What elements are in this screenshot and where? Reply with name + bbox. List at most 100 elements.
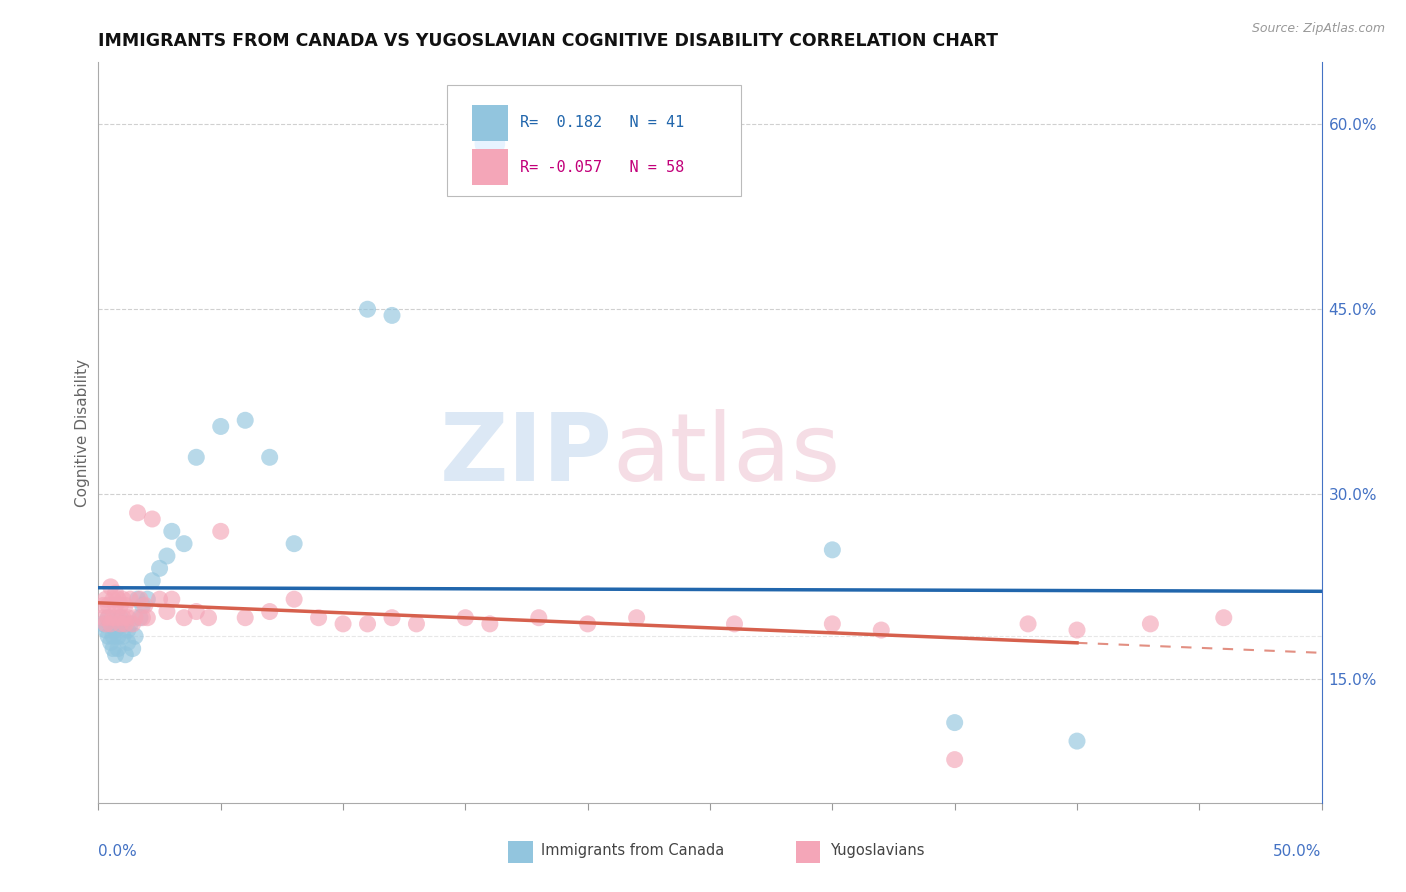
Point [173, 536, 195, 550]
Point [131, 599, 153, 613]
Point [101, 629, 124, 643]
Point [100, 616, 122, 631]
Point [283, 592, 305, 607]
Point [127, 506, 149, 520]
Point [124, 610, 146, 624]
Bar [796, 840, 820, 863]
Point [259, 450, 281, 465]
Point [91, 610, 114, 624]
Point [97, 629, 120, 643]
Point [114, 599, 136, 613]
Point [104, 599, 127, 613]
Text: 50.0%: 50.0% [1274, 844, 1322, 858]
Point [186, 605, 208, 619]
Ellipse shape [475, 128, 505, 158]
Point [117, 635, 139, 649]
Point [626, 610, 648, 624]
Point [121, 616, 143, 631]
FancyBboxPatch shape [447, 85, 741, 195]
Point [97, 599, 120, 613]
Point [104, 586, 127, 600]
Point [129, 610, 152, 624]
Point [332, 616, 354, 631]
Point [209, 419, 232, 434]
Point [101, 592, 124, 607]
Point [120, 592, 142, 607]
Text: Yugoslavians: Yugoslavians [830, 844, 924, 858]
Point [821, 616, 844, 631]
Point [233, 610, 256, 624]
Point [160, 524, 183, 539]
Point [136, 610, 159, 624]
Point [1212, 610, 1234, 624]
Point [478, 616, 501, 631]
Point [124, 629, 146, 643]
Point [1066, 734, 1088, 748]
Point [381, 610, 404, 624]
Text: ZIP: ZIP [439, 409, 612, 500]
Point [104, 648, 127, 662]
Point [101, 641, 124, 656]
Bar [508, 840, 533, 863]
Text: atlas: atlas [612, 409, 841, 500]
Point [156, 605, 179, 619]
Point [156, 549, 179, 563]
Point [259, 605, 281, 619]
Point [197, 610, 219, 624]
Point [100, 616, 122, 631]
Point [943, 753, 966, 767]
Point [107, 592, 129, 607]
Point [870, 623, 893, 637]
Point [94, 592, 117, 607]
Point [120, 616, 142, 631]
Text: R=  0.182   N = 41: R= 0.182 N = 41 [520, 115, 685, 130]
Point [141, 574, 163, 588]
Point [129, 592, 152, 607]
Point [405, 616, 427, 631]
Point [111, 592, 134, 607]
Point [101, 610, 124, 624]
Text: R= -0.057   N = 58: R= -0.057 N = 58 [520, 160, 685, 175]
Point [576, 616, 599, 631]
Point [110, 610, 132, 624]
Point [111, 616, 134, 631]
Point [356, 616, 378, 631]
Point [107, 641, 129, 656]
Text: 0.0%: 0.0% [98, 844, 138, 858]
Point [209, 524, 232, 539]
Point [114, 648, 136, 662]
Point [723, 616, 745, 631]
Point [100, 635, 122, 649]
Point [94, 616, 117, 631]
Y-axis label: Cognitive Disability: Cognitive Disability [75, 359, 90, 507]
Point [186, 450, 208, 465]
Point [121, 641, 143, 656]
Point [141, 512, 163, 526]
Point [1139, 616, 1161, 631]
Point [527, 610, 550, 624]
Point [134, 599, 156, 613]
Text: Source: ZipAtlas.com: Source: ZipAtlas.com [1251, 22, 1385, 36]
Point [110, 599, 132, 613]
Point [821, 542, 844, 557]
Point [111, 629, 134, 643]
Point [149, 592, 172, 607]
Point [94, 623, 117, 637]
Point [117, 610, 139, 624]
Bar [471, 105, 508, 141]
Point [233, 413, 256, 427]
Point [283, 536, 305, 550]
Point [111, 610, 134, 624]
Point [127, 592, 149, 607]
Point [117, 623, 139, 637]
Point [308, 610, 330, 624]
Point [100, 580, 122, 594]
Point [97, 610, 120, 624]
Point [97, 610, 120, 624]
Point [356, 302, 378, 317]
Bar [471, 149, 508, 185]
Point [381, 309, 404, 323]
Point [149, 561, 172, 575]
Point [91, 616, 114, 631]
Point [110, 616, 132, 631]
